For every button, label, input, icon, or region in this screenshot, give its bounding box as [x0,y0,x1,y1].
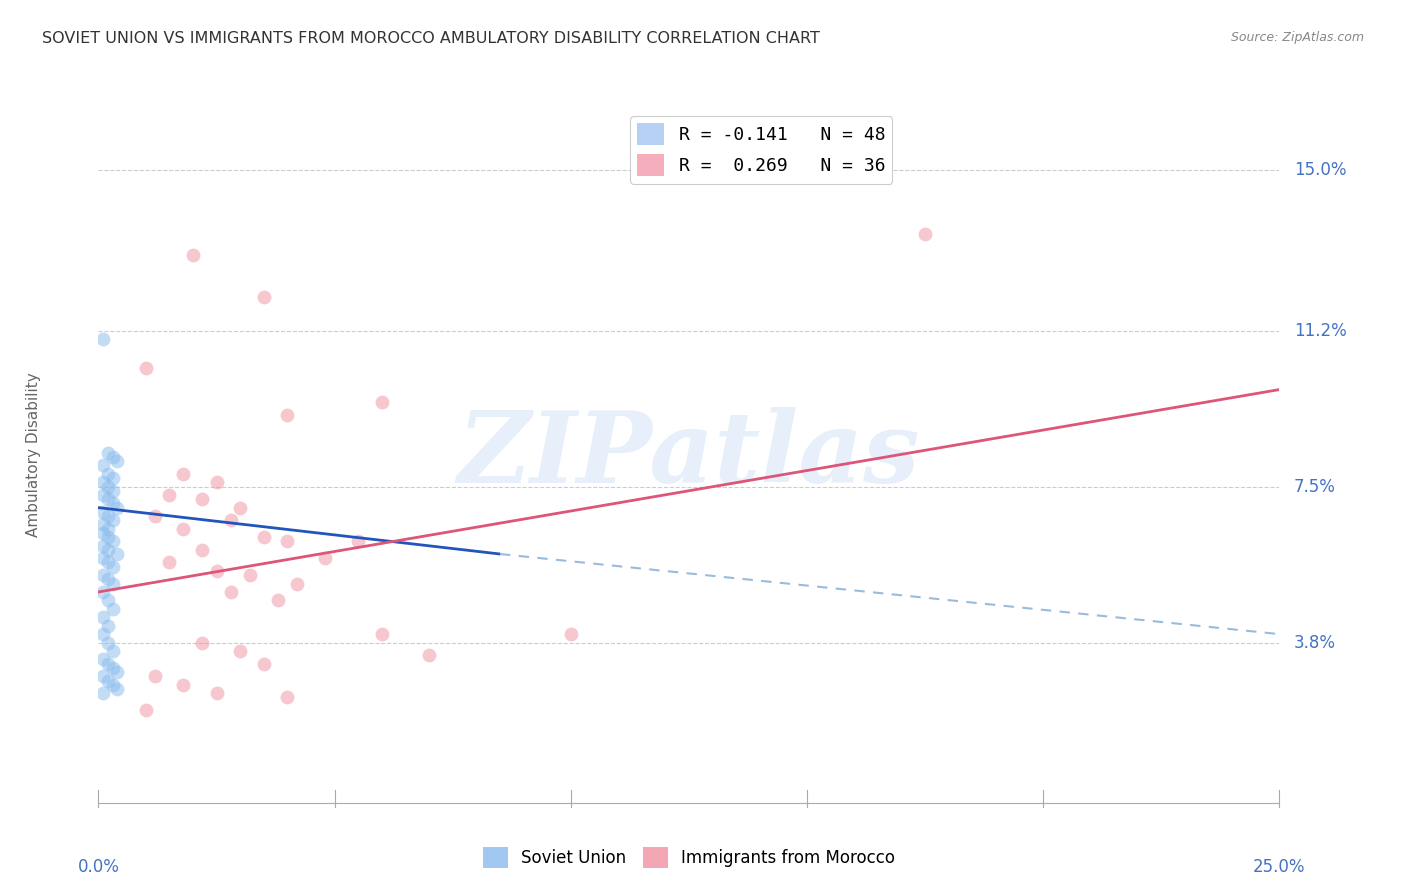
Point [91,517,114,532]
Point [97,522,120,536]
Point [371,395,394,409]
Point [253,290,276,304]
Point [97,657,120,671]
Point [135,361,157,376]
Point [229,500,252,515]
Point [97,509,120,524]
Point [191,635,214,649]
Point [205,686,228,700]
Point [157,556,180,570]
Point [101,576,124,591]
Point [560,627,582,641]
Point [314,551,336,566]
Point [371,627,394,641]
Point [91,505,114,519]
Point [97,593,120,607]
Text: 0.0%: 0.0% [77,857,120,876]
Point [157,488,180,502]
Point [101,661,124,675]
Point [101,513,124,527]
Point [418,648,440,663]
Point [101,450,124,464]
Point [143,509,166,524]
Point [91,458,114,473]
Point [91,610,114,624]
Point [253,657,276,671]
Point [181,247,204,261]
Point [105,454,128,468]
Point [105,500,128,515]
Point [91,686,114,700]
Point [91,627,114,641]
Point [91,652,114,666]
Point [97,530,120,544]
Point [253,530,276,544]
Point [229,644,252,658]
Text: Ambulatory Disability: Ambulatory Disability [25,373,41,537]
Point [101,644,124,658]
Point [101,471,124,485]
Point [97,556,120,570]
Point [91,539,114,553]
Point [91,551,114,566]
Point [91,332,114,346]
Point [105,681,128,696]
Point [97,572,120,586]
Point [239,568,262,582]
Point [191,542,214,557]
Point [105,665,128,679]
Point [91,488,114,502]
Point [101,534,124,549]
Point [101,678,124,692]
Point [172,522,194,536]
Text: 7.5%: 7.5% [1294,477,1336,496]
Text: ZIPatlas: ZIPatlas [458,407,920,503]
Point [91,585,114,599]
Point [285,576,308,591]
Point [97,635,120,649]
Point [97,467,120,481]
Point [91,525,114,540]
Point [172,678,194,692]
Point [105,547,128,561]
Point [101,496,124,510]
Point [97,446,120,460]
Point [219,585,242,599]
Text: 11.2%: 11.2% [1294,321,1347,340]
Point [205,475,228,490]
Point [267,593,290,607]
Point [97,673,120,688]
Point [347,534,370,549]
Point [91,568,114,582]
Point [276,690,298,705]
Point [101,483,124,498]
Text: 3.8%: 3.8% [1294,633,1336,651]
Point [97,479,120,493]
Point [276,408,298,422]
Point [101,559,124,574]
Point [97,542,120,557]
Text: 15.0%: 15.0% [1294,161,1346,179]
Point [91,475,114,490]
Point [276,534,298,549]
Point [172,467,194,481]
Legend: Soviet Union, Immigrants from Morocco: Soviet Union, Immigrants from Morocco [477,841,901,874]
Point [219,513,242,527]
Text: Source: ZipAtlas.com: Source: ZipAtlas.com [1230,31,1364,45]
Point [191,492,214,507]
Point [143,669,166,683]
Point [101,602,124,616]
Point [205,564,228,578]
Text: 25.0%: 25.0% [1253,857,1306,876]
Point [97,618,120,632]
Point [97,492,120,507]
Text: SOVIET UNION VS IMMIGRANTS FROM MOROCCO AMBULATORY DISABILITY CORRELATION CHART: SOVIET UNION VS IMMIGRANTS FROM MOROCCO … [42,31,820,46]
Point [91,669,114,683]
Point [914,227,936,241]
Point [135,703,157,717]
